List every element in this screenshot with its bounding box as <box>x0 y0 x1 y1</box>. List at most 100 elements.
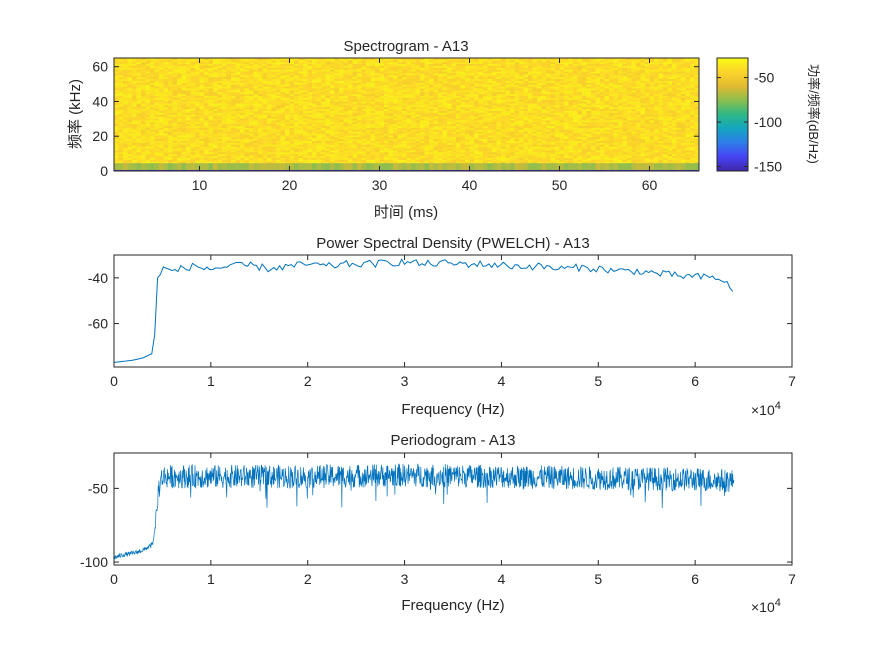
heatmap-cell <box>465 95 470 98</box>
heatmap-cell <box>298 59 304 63</box>
heatmap-cell <box>429 135 434 138</box>
heatmap-cell <box>379 142 385 145</box>
heatmap-cell <box>361 110 367 113</box>
heatmap-cell <box>244 144 250 147</box>
heatmap-cell <box>231 59 236 63</box>
heatmap-cell <box>235 161 241 164</box>
heatmap-cell <box>330 86 335 89</box>
heatmap-cell <box>474 74 479 78</box>
heatmap-cell <box>357 140 362 143</box>
heatmap-cell <box>276 58 281 61</box>
heatmap-cell <box>397 78 403 81</box>
heatmap-cell <box>118 108 124 111</box>
heatmap-cell <box>136 67 142 70</box>
heatmap-cell <box>415 78 421 81</box>
heatmap-cell <box>271 93 277 96</box>
heatmap-cell <box>501 93 506 96</box>
heatmap-cell <box>330 151 335 155</box>
heatmap-cell <box>154 131 160 134</box>
heatmap-cell <box>181 119 187 123</box>
heatmap-cell <box>276 127 281 130</box>
heatmap-cell <box>388 59 394 63</box>
heatmap-cell <box>249 150 254 153</box>
heatmap-cell <box>420 82 425 85</box>
heatmap-cell <box>199 71 205 74</box>
heatmap-cell <box>136 97 142 100</box>
heatmap-cell <box>154 91 160 95</box>
heatmap-cell <box>213 146 218 149</box>
heatmap-cell <box>334 157 340 160</box>
heatmap-cell <box>438 78 443 81</box>
heatmap-cell <box>388 78 394 81</box>
heatmap-cell <box>244 153 250 157</box>
heatmap-cell <box>465 131 470 134</box>
heatmap-cell <box>307 127 313 130</box>
heatmap-cell <box>249 118 254 121</box>
heatmap-cell <box>406 104 412 108</box>
heatmap-cell <box>208 114 214 117</box>
heatmap-cell <box>312 112 317 115</box>
heatmap-cell <box>375 140 380 143</box>
heatmap-cell <box>474 144 479 147</box>
heatmap-cell <box>258 148 263 151</box>
heatmap-cell <box>343 93 349 96</box>
heatmap-cell <box>384 61 389 65</box>
heatmap-cell <box>298 119 304 123</box>
heatmap-cell <box>361 116 367 119</box>
heatmap-cell <box>136 95 142 98</box>
heatmap-cell <box>213 73 218 76</box>
heatmap-cell <box>267 140 272 143</box>
heatmap-cell <box>132 136 137 140</box>
heatmap-cell <box>348 157 353 160</box>
heatmap-cell <box>213 157 218 160</box>
heatmap-cell <box>357 144 362 147</box>
heatmap-cell <box>370 59 376 63</box>
heatmap-cell <box>159 76 164 80</box>
heatmap-cell <box>276 110 281 113</box>
heatmap-cell <box>469 146 475 149</box>
heatmap-cell <box>474 131 479 134</box>
heatmap-cell <box>487 74 493 78</box>
heatmap-cell <box>186 131 191 134</box>
heatmap-cell <box>213 133 218 136</box>
heatmap-cell <box>150 140 155 143</box>
heatmap-cell <box>339 133 344 136</box>
heatmap-cell <box>447 140 452 143</box>
heatmap-cell <box>118 91 124 95</box>
heatmap-cell <box>262 71 268 74</box>
heatmap-cell <box>312 76 317 80</box>
heatmap-cell <box>384 140 389 143</box>
heatmap-cell <box>334 161 340 164</box>
heatmap-cell <box>330 101 335 104</box>
heatmap-cell <box>492 163 497 170</box>
heatmap-cell <box>127 104 133 108</box>
heatmap-cell <box>375 127 380 130</box>
heatmap-cell <box>222 129 227 132</box>
heatmap-cell <box>388 86 394 89</box>
heatmap-cell <box>424 95 430 98</box>
heatmap-cell <box>262 119 268 123</box>
heatmap-cell <box>217 150 223 153</box>
heatmap-cell <box>280 91 286 95</box>
heatmap-cell <box>447 74 452 78</box>
heatmap-cell <box>366 157 371 160</box>
heatmap-cell <box>415 88 421 91</box>
heatmap-cell <box>235 116 241 119</box>
heatmap-cell <box>271 142 277 145</box>
heatmap-cell <box>181 82 187 85</box>
heatmap-cell <box>442 89 448 93</box>
heatmap-cell <box>271 151 277 155</box>
heatmap-cell <box>258 110 263 113</box>
heatmap-cell <box>420 95 425 98</box>
heatmap-cell <box>451 148 457 151</box>
heatmap-cell <box>298 58 304 61</box>
heatmap-cell <box>352 73 358 76</box>
heatmap-cell <box>438 140 443 143</box>
heatmap-cell <box>474 103 479 106</box>
heatmap-cell <box>141 58 146 61</box>
heatmap-cell <box>177 59 182 63</box>
heatmap-cell <box>222 71 227 74</box>
heatmap-cell <box>370 58 376 61</box>
heatmap-cell <box>442 151 448 155</box>
heatmap-cell <box>474 114 479 117</box>
